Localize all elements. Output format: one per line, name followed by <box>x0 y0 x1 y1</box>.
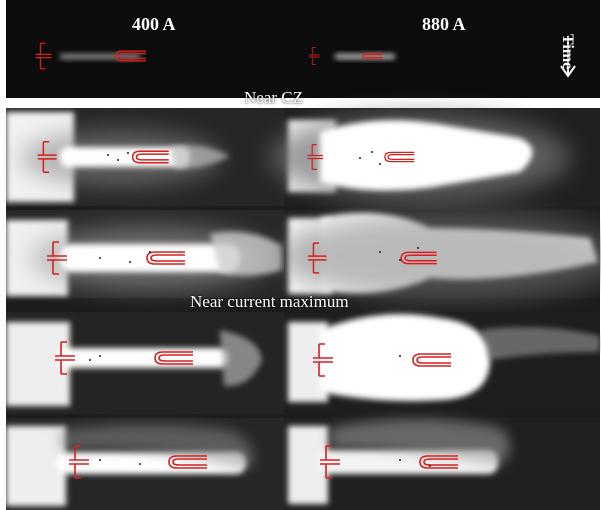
particles <box>89 151 431 467</box>
frame-row3-left <box>6 312 284 414</box>
frame-row4-left <box>6 418 284 510</box>
frame-row3-right <box>284 312 600 414</box>
frame-row1-right <box>270 108 600 206</box>
section-label-near-current-maximum: Near current maximum <box>190 292 349 311</box>
top-strip <box>6 0 600 98</box>
column-label-400a: 400 A <box>132 14 176 34</box>
frame-row2-left <box>6 210 284 298</box>
time-arrow-head <box>560 65 576 78</box>
frame-row1-left <box>6 108 284 206</box>
section-label-near-cz: Near CZ <box>244 88 304 107</box>
column-label-880a: 880 A <box>422 14 466 34</box>
time-label: Time <box>559 34 576 70</box>
frame-row4-right <box>284 418 600 510</box>
frame-row2-right <box>280 210 601 302</box>
